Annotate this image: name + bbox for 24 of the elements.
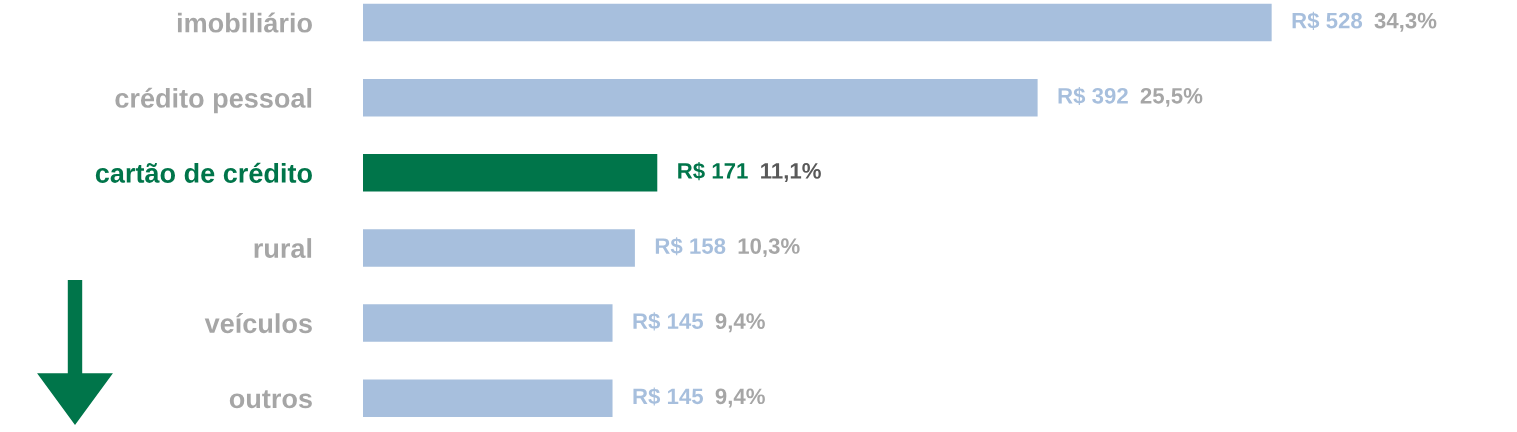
bar: [363, 229, 635, 267]
annotation: 11,1%: [761, 163, 821, 182]
annotation: 10,3%: [738, 238, 800, 258]
data-label: R$ 392: [1058, 86, 1128, 106]
y-tick-label: outros: [229, 390, 312, 409]
data-label: R$ 145: [633, 387, 704, 406]
y-tick-label: crédito pessoal: [115, 87, 312, 114]
y-tick-label: veículos: [204, 313, 312, 334]
annotation: 9,4%: [715, 313, 765, 333]
bar: [363, 304, 613, 342]
y-tick-label: imobiliário: [177, 12, 312, 33]
bar: [363, 78, 1038, 117]
annotation: 9,4%: [715, 388, 765, 408]
bar: [363, 3, 1272, 42]
text: 34,3%: [1374, 12, 1437, 32]
data-label: R$ 158: [655, 237, 726, 256]
data-label: R$ 171: [678, 162, 748, 181]
annotation: 25,5%: [1140, 87, 1203, 107]
y-tick-label: cartão de crédito: [95, 162, 312, 183]
bar: [363, 379, 613, 417]
y-tick-label: rural: [254, 238, 312, 259]
bar: [363, 154, 658, 192]
data-label: R$ 145: [633, 312, 704, 331]
data-label: R$ 528: [1292, 11, 1363, 30]
